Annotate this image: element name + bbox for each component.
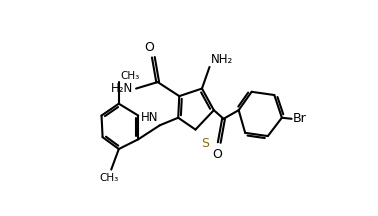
Text: Br: Br: [293, 112, 307, 125]
Text: CH₃: CH₃: [99, 173, 119, 183]
Text: S: S: [201, 137, 209, 150]
Text: H₂N: H₂N: [111, 82, 133, 95]
Text: HN: HN: [141, 111, 159, 124]
Text: CH₃: CH₃: [120, 71, 139, 81]
Text: O: O: [212, 148, 222, 161]
Text: NH₂: NH₂: [211, 53, 233, 66]
Text: O: O: [144, 41, 154, 54]
